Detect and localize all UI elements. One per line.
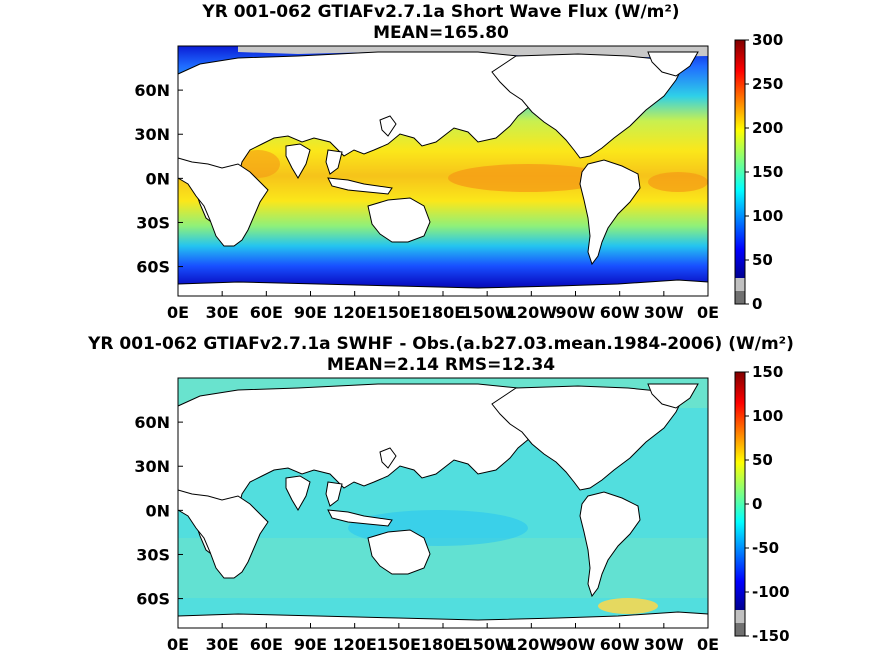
bottom-positive-patch [598, 598, 658, 614]
top-colorbar-tick-label: 50 [752, 251, 773, 269]
bottom-x-tick-label: 150W [462, 635, 513, 654]
top-colorbar-tick-label: 300 [752, 31, 783, 49]
bottom-colorbar: -150 -100 -50 0 50 100 150 [734, 363, 790, 645]
bottom-y-ticks: 60N 30N 0N 30S 60S [134, 413, 183, 609]
top-colorbar-grey [735, 278, 745, 291]
top-x-tick-label: 150E [377, 303, 421, 322]
bottom-x-tick-label: 150E [377, 635, 421, 654]
top-y-tick-label: 60S [136, 258, 170, 277]
bottom-panel: YR 001-062 GTIAFv2.7.1a SWHF - Obs.(a.b2… [87, 334, 794, 654]
top-colorbar-ticks: 0 50 100 150 200 250 300 [745, 31, 783, 313]
bottom-y-tick-label: 30N [134, 457, 170, 476]
top-x-tick-label: 60W [600, 303, 640, 322]
top-colorbar-tick-label: 0 [752, 295, 762, 313]
bottom-colorbar-grey [735, 610, 745, 623]
bottom-colorbar-tick-label: 150 [752, 363, 783, 381]
bottom-colorbar-tick-label: -50 [752, 539, 779, 557]
top-x-tick-label: 90W [556, 303, 596, 322]
top-x-tick-label: 150W [462, 303, 513, 322]
bottom-title: YR 001-062 GTIAFv2.7.1a SWHF - Obs.(a.b2… [87, 334, 794, 354]
top-x-tick-label: 0E [697, 303, 719, 322]
bottom-colorbar-ticks: -150 -100 -50 0 50 100 150 [745, 363, 790, 645]
bottom-y-tick-label: 60S [136, 590, 170, 609]
top-x-tick-label: 120W [506, 303, 557, 322]
bottom-x-tick-label: 0E [167, 635, 189, 654]
top-x-tick-label: 120E [333, 303, 377, 322]
top-x-tick-label: 60E [250, 303, 283, 322]
bottom-map [177, 377, 709, 629]
bottom-colorbar-dark [735, 623, 745, 636]
top-colorbar: 0 50 100 150 200 250 300 [734, 31, 783, 313]
top-colorbar-tick-label: 150 [752, 163, 783, 181]
top-colorbar-dark [735, 291, 745, 304]
bottom-x-tick-label: 30W [644, 635, 684, 654]
bottom-x-tick-label: 60E [250, 635, 283, 654]
top-warm-pacific [448, 164, 608, 192]
top-warm-atlantic [648, 172, 708, 192]
bottom-x-tick-label: 120W [506, 635, 557, 654]
top-map [177, 45, 709, 297]
bottom-band-south [178, 538, 708, 598]
bottom-colorbar-tick-label: 50 [752, 451, 773, 469]
bottom-x-tick-label: 90E [294, 635, 327, 654]
top-y-tick-label: 0N [145, 169, 170, 188]
bottom-x-tick-label: 30E [206, 635, 239, 654]
top-x-tick-label: 30E [206, 303, 239, 322]
bottom-colorbar-gradient [735, 372, 745, 610]
top-y-tick-label: 60N [134, 81, 170, 100]
bottom-x-tick-label: 60W [600, 635, 640, 654]
bottom-colorbar-tick-label: 100 [752, 407, 783, 425]
top-x-tick-label: 30W [644, 303, 684, 322]
bottom-y-tick-label: 60N [134, 413, 170, 432]
bottom-subtitle: MEAN=2.14 RMS=12.34 [327, 355, 555, 375]
top-panel: YR 001-062 GTIAFv2.7.1a Short Wave Flux … [134, 2, 783, 322]
bottom-y-tick-label: 30S [136, 545, 170, 564]
top-colorbar-tick-label: 250 [752, 75, 783, 93]
top-subtitle: MEAN=165.80 [373, 23, 509, 43]
top-x-tick-label: 90E [294, 303, 327, 322]
bottom-colorbar-tick-label: -100 [752, 583, 790, 601]
top-title: YR 001-062 GTIAFv2.7.1a Short Wave Flux … [201, 2, 679, 22]
bottom-x-tick-label: 90W [556, 635, 596, 654]
top-colorbar-gradient [735, 40, 745, 278]
bottom-x-tick-label: 180E [421, 635, 465, 654]
bottom-x-tick-label: 0E [697, 635, 719, 654]
bottom-colorbar-tick-label: 0 [752, 495, 762, 513]
top-y-tick-label: 30S [136, 213, 170, 232]
bottom-colorbar-tick-label: -150 [752, 627, 790, 645]
bottom-y-tick-label: 0N [145, 501, 170, 520]
top-x-tick-label: 0E [167, 303, 189, 322]
top-x-tick-label: 180E [421, 303, 465, 322]
top-colorbar-tick-label: 200 [752, 119, 783, 137]
top-y-ticks: 60N 30N 0N 30S 60S [134, 81, 183, 277]
top-y-tick-label: 30N [134, 125, 170, 144]
top-colorbar-tick-label: 100 [752, 207, 783, 225]
bottom-x-tick-label: 120E [333, 635, 377, 654]
